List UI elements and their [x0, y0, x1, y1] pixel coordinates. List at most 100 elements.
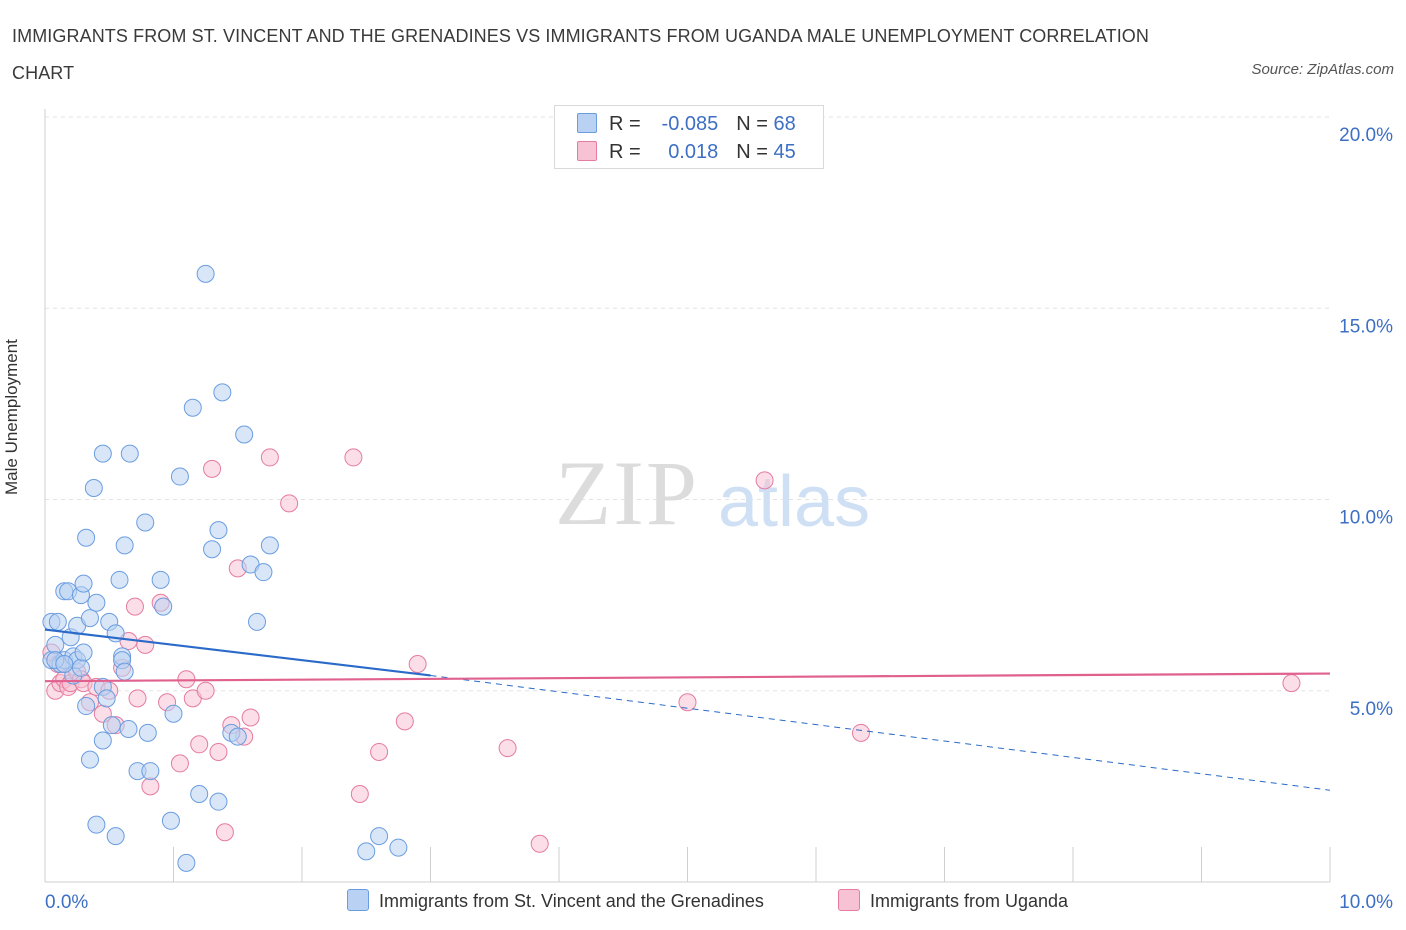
point-svg — [77, 697, 96, 716]
point-uganda — [530, 834, 549, 853]
legend-r-label: R = — [609, 113, 647, 135]
point-svg — [170, 467, 189, 486]
trend-line-svg — [44, 628, 431, 677]
point-uganda — [678, 693, 697, 712]
point-svg — [84, 479, 103, 498]
point-svg — [248, 612, 267, 631]
point-uganda — [755, 471, 774, 490]
point-uganda — [215, 823, 234, 842]
point-svg — [74, 643, 93, 662]
point-svg — [370, 827, 389, 846]
point-svg — [48, 612, 67, 631]
point-svg — [190, 785, 209, 804]
y-axis-label: Male Unemployment — [2, 339, 21, 495]
point-svg — [209, 792, 228, 811]
y-tick-label: 5.0% — [1350, 699, 1393, 720]
point-svg — [102, 716, 121, 735]
point-svg — [141, 762, 160, 781]
point-svg — [55, 654, 74, 673]
series-svg-points — [42, 264, 408, 872]
point-svg — [357, 842, 376, 861]
point-uganda — [344, 448, 363, 467]
point-svg — [46, 635, 65, 654]
point-svg — [80, 750, 99, 769]
point-uganda — [395, 712, 414, 731]
trend-line-svg-extension — [430, 674, 1331, 791]
legend-row-blue: R = -0.085 N = 68 — [577, 113, 796, 137]
watermark-zip: ZIP — [555, 442, 699, 544]
legend-swatch-blue — [577, 113, 597, 133]
watermark-atlas: atlas — [718, 462, 870, 542]
point-uganda — [408, 654, 427, 673]
correlation-legend: R = -0.085 N = 68 R = 0.018 N = 45 — [554, 105, 824, 169]
point-svg — [120, 444, 139, 463]
point-uganda — [370, 742, 389, 761]
point-svg — [254, 563, 273, 582]
point-svg — [87, 815, 106, 834]
point-svg — [183, 398, 202, 417]
point-svg — [260, 536, 279, 555]
legend-n-value-blue: 68 — [773, 113, 796, 135]
point-svg — [154, 597, 173, 616]
bottom-legend-label-pink: Immigrants from Uganda — [870, 891, 1069, 911]
point-uganda — [851, 723, 870, 742]
point-uganda — [125, 597, 144, 616]
source-label: Source: ZipAtlas.com — [1251, 61, 1394, 78]
bottom-legend-blue: Immigrants from St. Vincent and the Gren… — [347, 889, 764, 912]
point-svg — [389, 838, 408, 857]
bottom-legend-label-blue: Immigrants from St. Vincent and the Gren… — [379, 891, 764, 911]
x-tick-label: 0.0% — [45, 892, 88, 913]
point-uganda — [128, 689, 147, 708]
legend-row-pink: R = 0.018 N = 45 — [577, 141, 796, 165]
point-svg — [161, 811, 180, 830]
trend-line-uganda — [44, 672, 1331, 683]
legend-n-label: N = — [736, 141, 774, 163]
point-uganda — [350, 785, 369, 804]
trend-lines — [44, 628, 1331, 791]
point-svg — [71, 658, 90, 677]
point-svg — [97, 689, 116, 708]
point-svg — [87, 593, 106, 612]
legend-r-label: R = — [609, 141, 647, 163]
legend-r-value-pink: 0.018 — [668, 141, 719, 163]
bottom-legend-pink: Immigrants from Uganda — [838, 889, 1068, 912]
point-svg — [93, 444, 112, 463]
y-tick-label: 10.0% — [1339, 508, 1393, 529]
chart-title: IMMIGRANTS FROM ST. VINCENT AND THE GREN… — [12, 26, 1149, 83]
point-uganda — [136, 635, 155, 654]
bottom-legend-swatch-blue — [347, 889, 369, 911]
point-svg — [196, 264, 215, 283]
point-svg — [106, 827, 125, 846]
point-uganda — [141, 777, 160, 796]
point-svg — [115, 536, 134, 555]
point-svg — [213, 383, 232, 402]
point-uganda — [498, 739, 517, 758]
point-svg — [93, 731, 112, 750]
axes — [44, 109, 1331, 883]
point-svg — [119, 720, 138, 738]
point-svg — [77, 528, 96, 547]
point-uganda — [170, 754, 189, 773]
point-svg — [115, 662, 134, 681]
point-svg — [80, 609, 99, 628]
point-svg — [235, 425, 254, 444]
point-svg — [164, 704, 183, 723]
legend-n-label: N = — [736, 113, 774, 135]
point-svg — [228, 727, 247, 746]
point-svg — [151, 570, 170, 589]
point-uganda — [203, 459, 222, 478]
legend-swatch-pink — [577, 141, 597, 161]
point-uganda — [280, 494, 299, 513]
y-tick-label: 20.0% — [1339, 125, 1393, 146]
bottom-legend-swatch-pink — [838, 889, 860, 911]
point-uganda — [241, 708, 260, 727]
point-svg — [136, 513, 155, 532]
point-svg — [74, 574, 93, 593]
x-tick-label: 10.0% — [1339, 892, 1393, 913]
grid-lines — [45, 116, 1330, 692]
point-uganda — [190, 735, 209, 754]
point-svg — [203, 540, 222, 559]
point-svg — [209, 521, 228, 540]
point-svg — [138, 723, 157, 742]
